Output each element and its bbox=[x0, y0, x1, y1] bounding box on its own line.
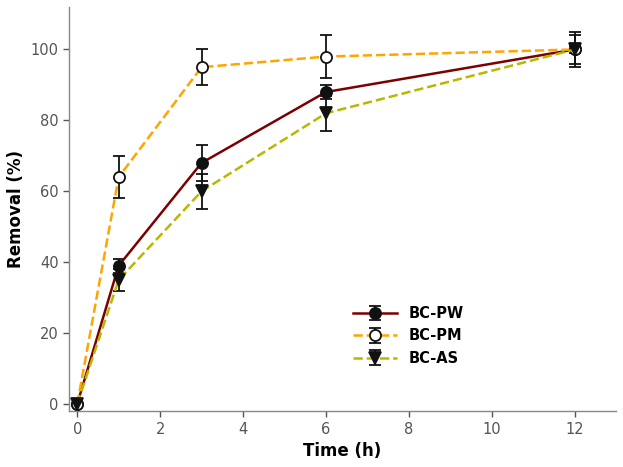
X-axis label: Time (h): Time (h) bbox=[303, 442, 382, 460]
Legend: BC-PW, BC-PM, BC-AS: BC-PW, BC-PM, BC-AS bbox=[347, 300, 469, 371]
Y-axis label: Removal (%): Removal (%) bbox=[7, 150, 25, 268]
